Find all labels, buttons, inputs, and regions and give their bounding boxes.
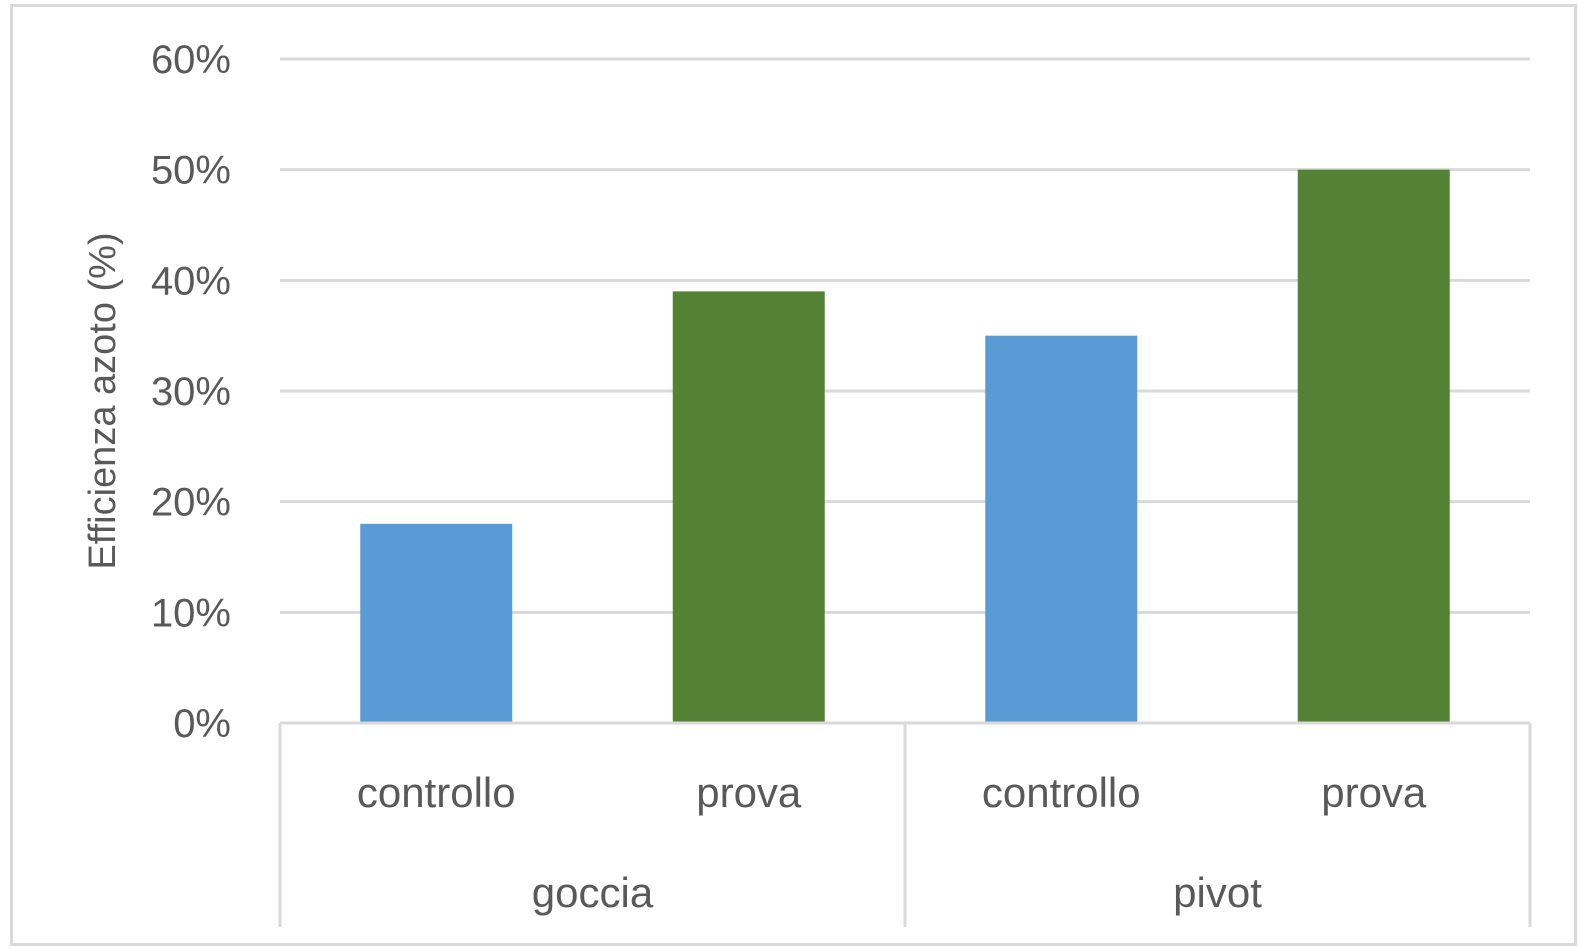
bar-goccia-controllo bbox=[360, 523, 513, 723]
y-tick-label: 60% bbox=[151, 38, 231, 82]
y-axis-title: Efficienza azoto (%) bbox=[82, 232, 124, 569]
category-label: prova bbox=[1321, 769, 1427, 816]
y-tick-label: 50% bbox=[151, 149, 231, 193]
chart-frame: 0% 10% 20% 30% 40% 50% 60% controllo prova goccia… bbox=[10, 4, 1577, 946]
y-tick-label: 10% bbox=[151, 591, 231, 635]
y-tick-label: 0% bbox=[173, 702, 231, 746]
bar-pivot-controllo bbox=[985, 335, 1138, 723]
bars bbox=[360, 169, 1450, 723]
group-label: pivot bbox=[1173, 869, 1262, 916]
bar-pivot-prova bbox=[1297, 169, 1450, 723]
category-label: prova bbox=[696, 769, 802, 816]
y-tick-label: 40% bbox=[151, 259, 231, 303]
category-axis bbox=[278, 721, 1532, 927]
bar-chart: 0% 10% 20% 30% 40% 50% 60% controllo prova goccia… bbox=[82, 38, 1532, 927]
labels: 0% 10% 20% 30% 40% 50% 60% controllo prova goccia… bbox=[151, 38, 1427, 916]
y-tick-label: 20% bbox=[151, 481, 231, 525]
category-label: controllo bbox=[982, 769, 1141, 816]
group-label: goccia bbox=[532, 869, 654, 916]
y-tick-label: 30% bbox=[151, 370, 231, 414]
category-label: controllo bbox=[357, 769, 516, 816]
bar-goccia-prova bbox=[672, 291, 825, 723]
